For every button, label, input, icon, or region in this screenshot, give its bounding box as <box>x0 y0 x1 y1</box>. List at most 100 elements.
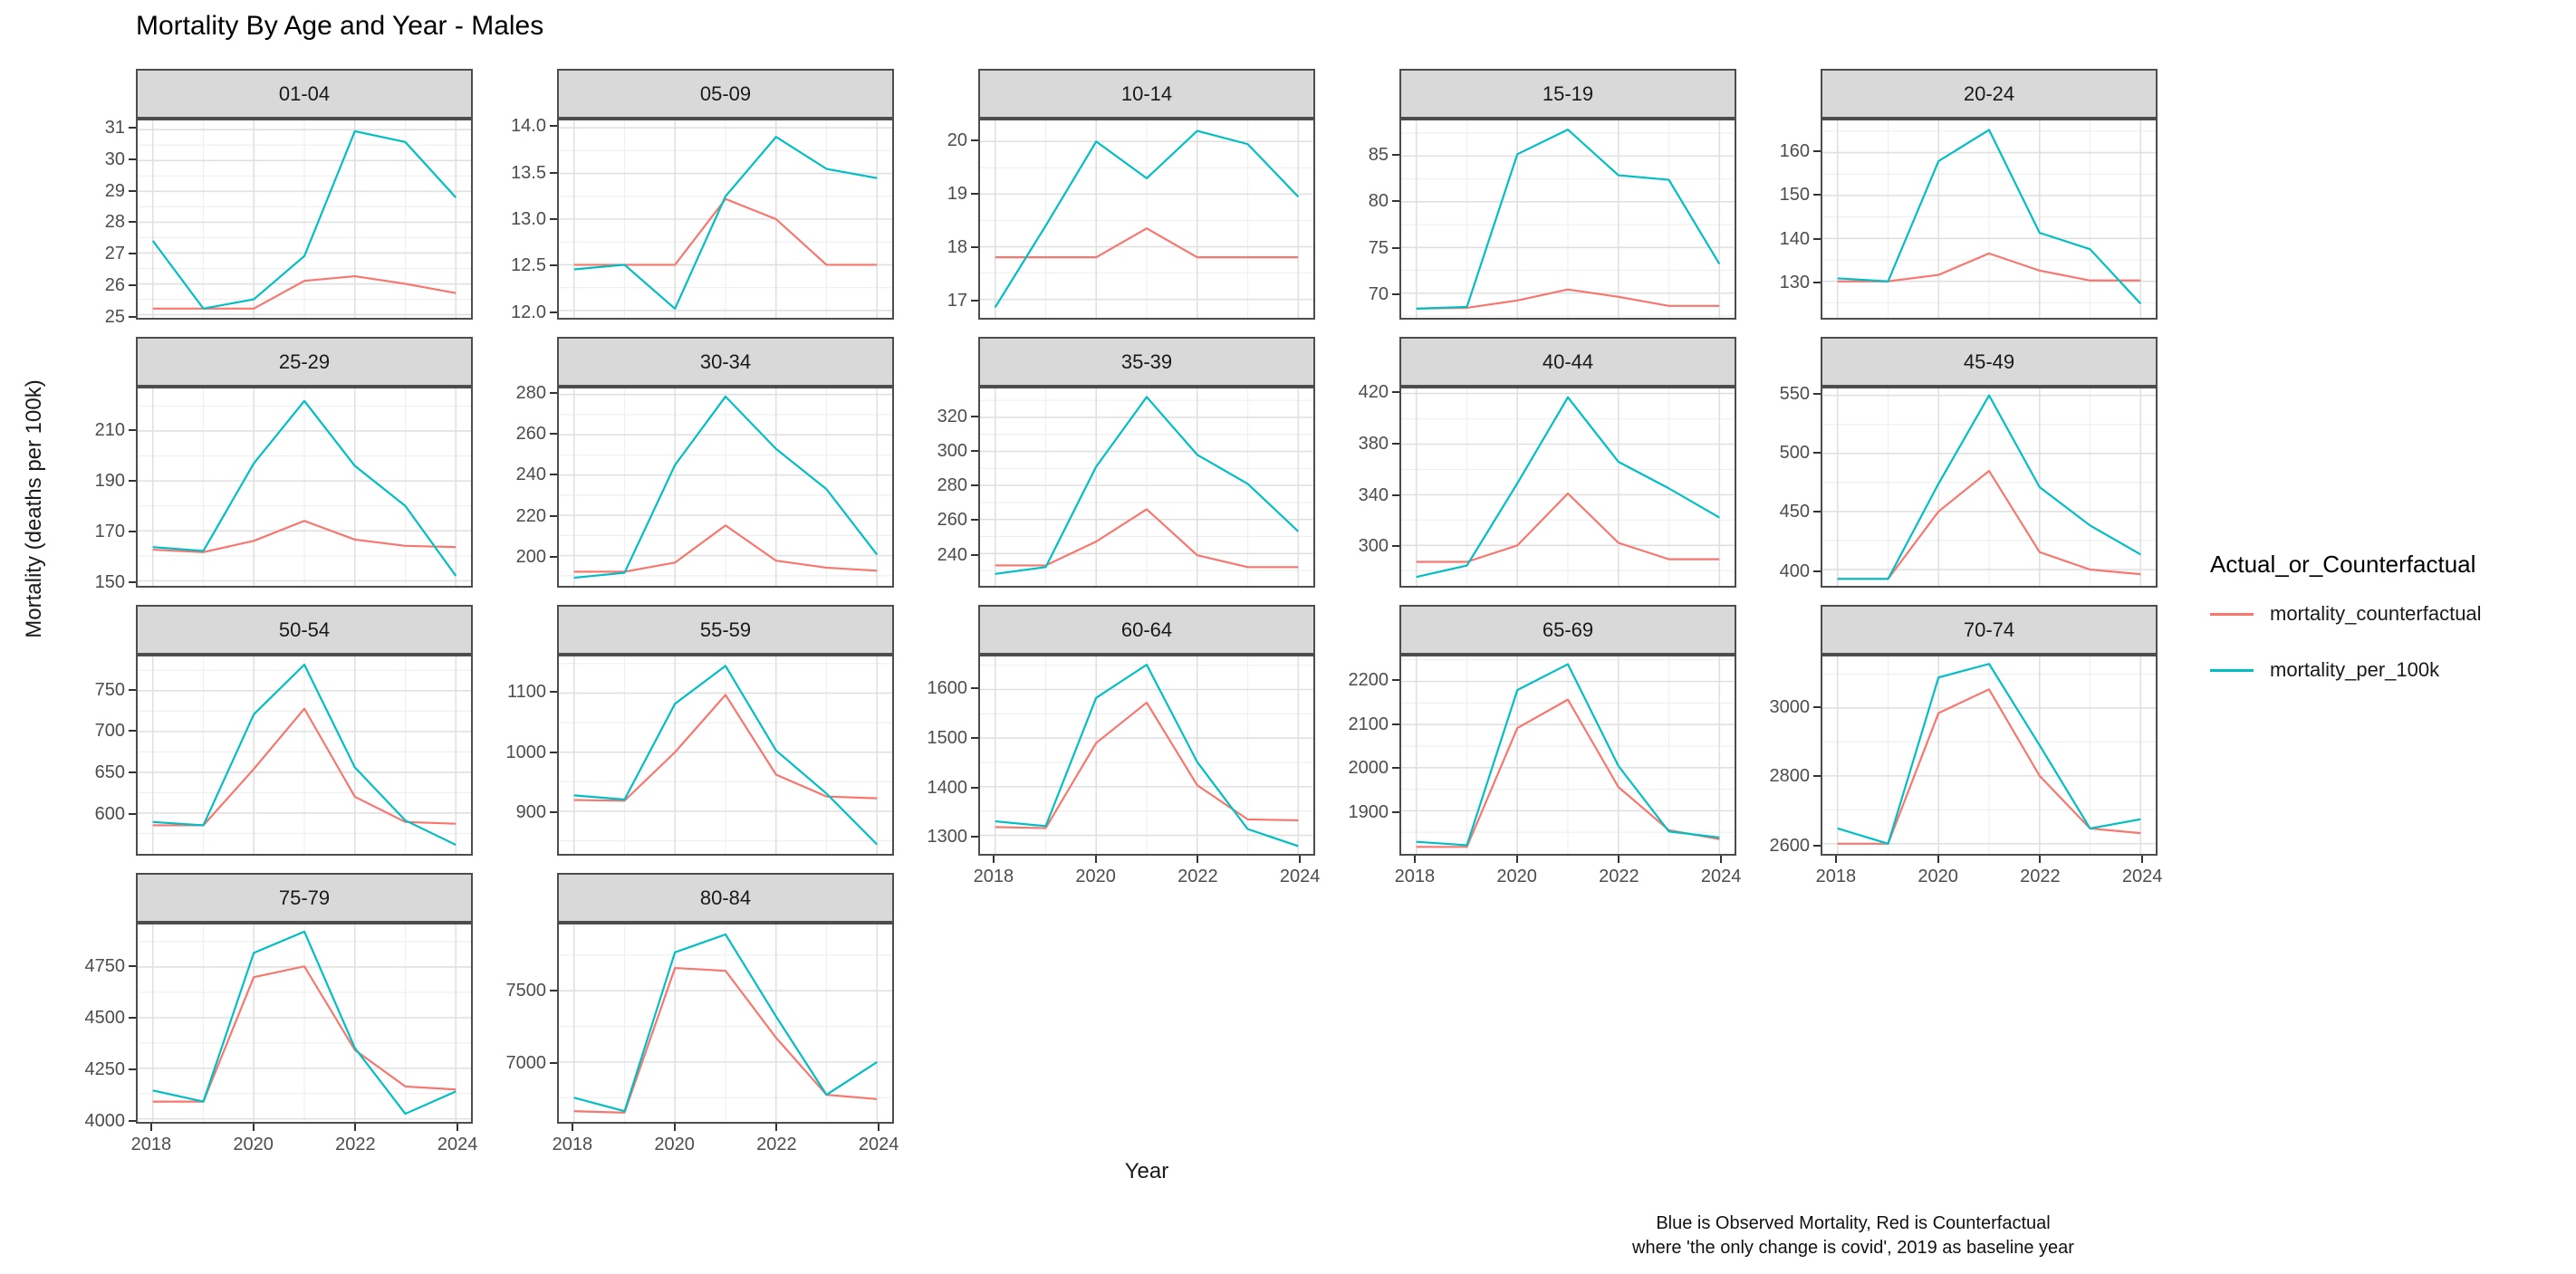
y-tick-label: 280 <box>515 382 546 403</box>
facet-plot-area <box>138 388 471 586</box>
y-tick-mark <box>129 428 136 431</box>
y-tick-label: 210 <box>94 419 125 440</box>
x-tick-mark <box>252 1124 255 1131</box>
facet-panel-70-74 <box>1821 655 2158 856</box>
facet-plot-area <box>138 656 471 854</box>
y-tick-mark <box>1392 723 1399 725</box>
facet-plot-area <box>980 388 1313 586</box>
y-tick-label: 19 <box>947 183 967 204</box>
y-tick-mark <box>1813 775 1821 778</box>
observed-line <box>995 396 1300 575</box>
y-tick-mark <box>550 391 557 394</box>
y-tick-mark <box>129 1068 136 1070</box>
y-tick-label: 29 <box>104 180 125 201</box>
facet-plot-area <box>1822 656 2156 854</box>
plot-title: Mortality By Age and Year - Males <box>136 11 544 41</box>
y-tick-mark <box>971 300 978 302</box>
facet-panel-50-54 <box>136 655 473 856</box>
y-tick-mark <box>550 989 557 991</box>
y-tick-mark <box>129 221 136 224</box>
y-tick-label: 18 <box>947 237 967 258</box>
caption-line-1: Blue is Observed Mortality, Red is Count… <box>1656 1213 2051 1233</box>
y-tick-label: 2600 <box>1769 835 1811 856</box>
facet-label: 75-79 <box>278 886 331 909</box>
y-tick-label: 550 <box>1779 383 1810 404</box>
x-tick-label: 2018 <box>973 867 1014 886</box>
observed-line <box>151 129 457 310</box>
y-tick-label: 1500 <box>927 727 968 748</box>
y-tick-label: 28 <box>104 212 125 233</box>
x-tick-mark <box>2141 856 2144 863</box>
y-tick-mark <box>129 127 136 129</box>
y-tick-mark <box>550 514 557 517</box>
observed-line <box>995 664 1299 848</box>
facet-strip: 30-34 <box>557 337 894 387</box>
y-tick-mark <box>1392 154 1399 157</box>
y-tick-label: 1100 <box>506 682 546 703</box>
y-tick-mark <box>971 736 978 739</box>
legend-item-counterfactual: mortality_counterfactual <box>2210 602 2482 626</box>
observed-line <box>1416 396 1720 579</box>
facet-panel-55-59 <box>557 655 894 856</box>
facet-strip: 80-84 <box>557 873 894 923</box>
y-tick-label: 27 <box>104 244 125 264</box>
y-tick-label: 70 <box>1368 284 1389 305</box>
observed-line <box>573 395 879 580</box>
y-tick-label: 12.0 <box>511 302 546 322</box>
y-tick-label: 420 <box>1358 381 1389 402</box>
observed-line <box>994 129 1300 308</box>
y-tick-label: 4500 <box>84 1007 126 1028</box>
y-tick-label: 14.0 <box>511 116 546 137</box>
legend: Actual_or_Counterfactual mortality_count… <box>2210 551 2482 714</box>
observed-line <box>1837 129 2142 305</box>
x-tick-mark <box>571 1124 573 1131</box>
legend-item-label: mortality_counterfactual <box>2270 602 2482 625</box>
facet-strip: 75-79 <box>136 873 473 923</box>
y-tick-label: 31 <box>104 118 125 139</box>
x-tick-mark <box>1413 856 1416 863</box>
y-tick-label: 2200 <box>1348 670 1389 691</box>
x-tick-label: 2020 <box>233 1135 274 1154</box>
y-tick-mark <box>550 311 557 313</box>
y-tick-mark <box>1813 237 1821 240</box>
counterfactual-line <box>995 227 1299 259</box>
y-tick-label: 130 <box>1779 272 1810 292</box>
y-tick-label: 13.5 <box>511 162 546 183</box>
facet-label: 65-69 <box>1542 618 1594 641</box>
y-tick-label: 450 <box>1779 502 1810 522</box>
y-tick-label: 240 <box>937 544 967 565</box>
y-tick-label: 380 <box>1358 433 1389 454</box>
x-axis-title: Year <box>1124 1159 1169 1183</box>
x-tick-mark <box>1299 856 1302 863</box>
facet-label: 10-14 <box>1120 81 1173 105</box>
x-tick-mark <box>354 1124 357 1131</box>
facet-panel-15-19 <box>1399 119 1736 320</box>
y-tick-label: 900 <box>515 802 546 823</box>
y-tick-mark <box>129 964 136 967</box>
y-tick-label: 1600 <box>927 678 968 699</box>
y-tick-mark <box>971 687 978 690</box>
facet-panel-25-29 <box>136 387 473 588</box>
facet-panel-01-04 <box>136 119 473 320</box>
facet-panel-20-24 <box>1821 119 2158 320</box>
facet-plot-area <box>1401 656 1735 854</box>
facet-plot-area <box>138 120 471 318</box>
observed-line <box>1416 129 1721 310</box>
caption: Blue is Observed Mortality, Red is Count… <box>1310 1212 2397 1260</box>
facet-plot-area <box>980 120 1313 318</box>
observed-line <box>152 663 457 847</box>
x-tick-label: 2018 <box>1394 867 1436 886</box>
y-tick-label: 150 <box>1779 185 1810 206</box>
x-tick-label: 2018 <box>130 1135 172 1154</box>
y-tick-label: 500 <box>1779 443 1810 464</box>
y-tick-label: 4750 <box>84 955 126 976</box>
observed-line <box>1837 663 2141 845</box>
y-tick-mark <box>1813 150 1821 153</box>
y-tick-label: 7500 <box>505 980 547 1001</box>
observed-line <box>1416 663 1720 847</box>
x-tick-label: 2018 <box>552 1135 593 1154</box>
y-tick-label: 3000 <box>1769 696 1811 717</box>
y-axis-title: Mortality (deaths per 100k) <box>22 379 46 638</box>
x-tick-label: 2020 <box>1075 867 1116 886</box>
